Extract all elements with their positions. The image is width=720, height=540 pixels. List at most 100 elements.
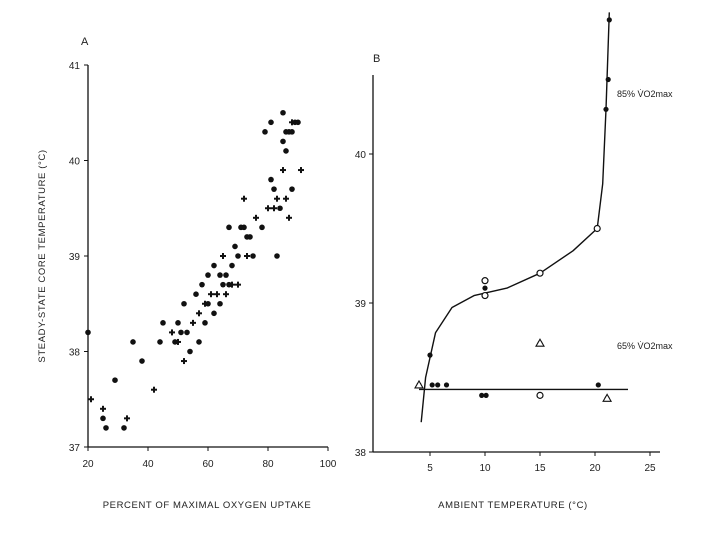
chart-a-point <box>139 358 145 364</box>
chart-a-point <box>268 176 274 183</box>
chart-a-point <box>169 329 175 336</box>
chart-a-point <box>283 195 289 202</box>
chart-b-x-tick-label: 20 <box>589 463 601 474</box>
chart-a-y-tick-label: 39 <box>69 252 81 263</box>
series-65-point <box>443 382 450 388</box>
chart-a-point <box>160 320 166 326</box>
chart-a-x-tick-label: 100 <box>320 459 337 470</box>
chart-a-point <box>211 262 217 269</box>
chart-b-x-tick-label: 10 <box>479 463 491 474</box>
chart-a-points <box>85 109 304 431</box>
chart-a-point <box>277 205 283 212</box>
chart-a-point <box>223 272 229 278</box>
chart-a-y-tick-label: 40 <box>69 157 81 168</box>
chart-a-point <box>271 205 277 212</box>
chart-a-point <box>205 300 211 307</box>
series-85-point <box>427 352 433 358</box>
series-85-open-point <box>481 277 489 285</box>
chart-a-point <box>85 329 91 336</box>
series-85-curve <box>420 12 610 423</box>
chart-a-point <box>100 405 106 412</box>
chart-a-point <box>283 148 289 154</box>
chart-b-x-tick-label: 5 <box>427 463 433 474</box>
chart-a-y-tick-label: 37 <box>69 443 81 454</box>
chart-b-y-tick-label: 40 <box>355 150 367 161</box>
chart-a: A 20 40 60 80 100 37 38 39 40 41 STEADY-STATE CO… <box>37 36 337 511</box>
chart-a-point <box>196 310 202 317</box>
chart-a-point <box>217 272 223 278</box>
chart-a-y-tick-label: 41 <box>69 61 81 72</box>
chart-a-point <box>199 281 205 288</box>
chart-a-point <box>196 339 202 345</box>
chart-a-point <box>214 291 220 298</box>
chart-a-point <box>289 129 295 135</box>
chart-a-x-tick-label: 20 <box>82 459 94 470</box>
chart-a-point <box>223 291 229 298</box>
chart-b-x-tick-label: 25 <box>644 463 656 474</box>
series-65-point <box>479 392 485 398</box>
chart-a-point <box>202 320 208 326</box>
chart-a-point <box>217 300 223 307</box>
chart-a-point <box>151 386 157 393</box>
chart-a-point <box>124 415 130 422</box>
chart-a-point <box>250 253 256 259</box>
chart-a-point <box>181 358 187 365</box>
chart-a-point <box>268 119 274 126</box>
chart-a-point <box>265 205 271 212</box>
chart-a-x-tick-label: 40 <box>142 459 154 470</box>
series-85-point <box>603 106 609 112</box>
chart-a-point <box>232 243 238 250</box>
chart-a-point <box>205 272 211 278</box>
chart-b-x-label: AMBIENT TEMPERATURE (°C) <box>438 500 588 511</box>
series-65-point <box>435 382 441 388</box>
series-85-label: 85% V̇O2max <box>617 89 673 99</box>
chart-a-point <box>280 138 286 145</box>
chart-a-point <box>244 253 250 259</box>
chart-a-point <box>241 195 247 202</box>
chart-a-point <box>286 214 292 221</box>
chart-a-point <box>112 377 118 383</box>
chart-b-y-tick-label: 39 <box>355 299 367 310</box>
chart-a-point <box>229 281 235 288</box>
chart-a-point <box>220 253 226 259</box>
series-85-open-point <box>481 291 489 300</box>
series-65-point <box>429 382 435 388</box>
series-65-triangle <box>535 338 545 347</box>
series-85-open-point <box>536 269 544 277</box>
chart-a-point <box>280 167 286 174</box>
chart-a-point <box>262 129 268 135</box>
chart-a-point <box>247 234 253 240</box>
chart-a-point <box>130 339 136 345</box>
chart-a-point <box>253 214 259 221</box>
chart-a-point <box>271 186 277 192</box>
series-65-triangle <box>602 393 613 402</box>
chart-a-point <box>178 329 184 336</box>
chart-a-point <box>157 339 163 345</box>
chart-a-x-tick-label: 80 <box>262 459 274 470</box>
chart-a-point <box>190 319 196 326</box>
series-65-point <box>483 392 489 398</box>
chart-a-x-label: PERCENT OF MAXIMAL OXYGEN UPTAKE <box>103 500 312 511</box>
chart-b-x-ticks: 5 10 15 20 25 <box>427 452 656 474</box>
chart-a-y-tick-label: 38 <box>69 348 81 359</box>
chart-a-point <box>295 119 301 126</box>
chart-a-point <box>175 320 181 326</box>
series-85-open-point <box>593 224 601 233</box>
chart-a-point <box>88 396 94 403</box>
chart-a-x-tick-label: 60 <box>202 459 214 470</box>
chart-a-point <box>193 291 199 298</box>
chart-a-point <box>100 415 106 422</box>
series-85-point <box>606 17 612 23</box>
chart-a-point <box>289 186 295 192</box>
chart-a-point <box>103 425 109 431</box>
chart-a-point <box>298 167 304 174</box>
chart-a-point <box>208 291 214 298</box>
series-65-triangle <box>414 379 424 389</box>
chart-a-point <box>274 195 280 202</box>
chart-b-y-tick-label: 38 <box>355 448 367 459</box>
chart-a-point <box>226 224 232 231</box>
chart-a-point <box>187 348 193 355</box>
chart-a-point <box>235 281 241 288</box>
chart-a-point <box>241 224 247 231</box>
